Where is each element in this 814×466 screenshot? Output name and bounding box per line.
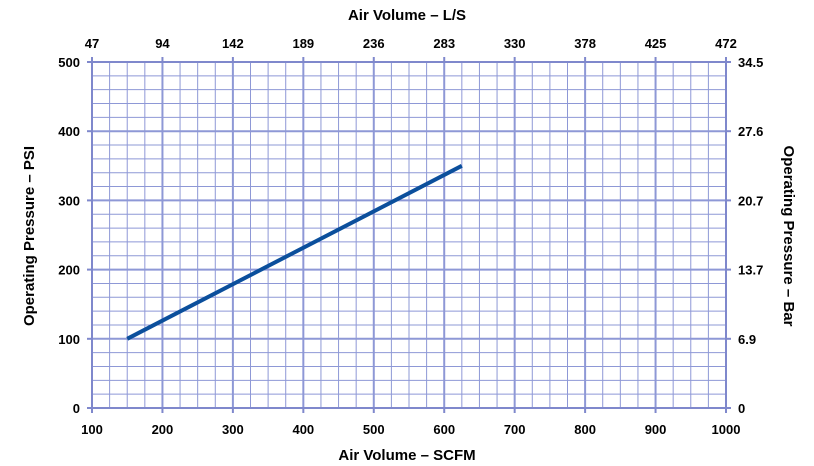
x2-tick-label: 472	[715, 36, 737, 51]
y2-axis-title: Operating Pressure – Bar	[780, 146, 797, 327]
x-tick-label: 700	[504, 422, 526, 437]
x2-tick-label: 94	[155, 36, 170, 51]
x2-tick-label: 330	[504, 36, 526, 51]
x2-tick-label: 142	[222, 36, 244, 51]
y2-tick-label: 27.6	[738, 124, 763, 139]
y2-tick-label: 34.5	[738, 55, 763, 70]
y2-tick-label: 0	[738, 401, 745, 416]
y-tick-label: 500	[58, 55, 80, 70]
x-tick-label: 1000	[712, 422, 741, 437]
grid	[87, 57, 731, 413]
x2-axis-title: Air Volume – L/S	[348, 7, 466, 24]
x-tick-label: 800	[574, 422, 596, 437]
x2-tick-label: 189	[292, 36, 314, 51]
y-tick-label: 200	[58, 263, 80, 278]
series-layer	[126, 164, 463, 341]
y-tick-label: 100	[58, 332, 80, 347]
x2-tick-label: 378	[574, 36, 596, 51]
x-tick-label: 500	[363, 422, 385, 437]
x-tick-label: 200	[152, 422, 174, 437]
y2-tick-label: 20.7	[738, 193, 763, 208]
y-tick-label: 400	[58, 124, 80, 139]
y-axis-title: Operating Pressure – PSI	[21, 146, 38, 326]
x-tick-label: 600	[433, 422, 455, 437]
x-tick-label: 100	[81, 422, 103, 437]
y-tick-label: 300	[58, 193, 80, 208]
x2-tick-label: 425	[645, 36, 667, 51]
x-axis-title: Air Volume – SCFM	[338, 447, 475, 464]
series-line	[126, 164, 463, 341]
y2-tick-label: 13.7	[738, 263, 763, 278]
x-tick-label: 300	[222, 422, 244, 437]
x-tick-label: 900	[645, 422, 667, 437]
y2-tick-label: 6.9	[738, 332, 756, 347]
x-tick-label: 400	[292, 422, 314, 437]
x2-tick-label: 47	[85, 36, 99, 51]
x2-tick-label: 283	[433, 36, 455, 51]
x2-tick-label: 236	[363, 36, 385, 51]
y-tick-label: 0	[73, 401, 80, 416]
plot-frame	[91, 61, 727, 409]
